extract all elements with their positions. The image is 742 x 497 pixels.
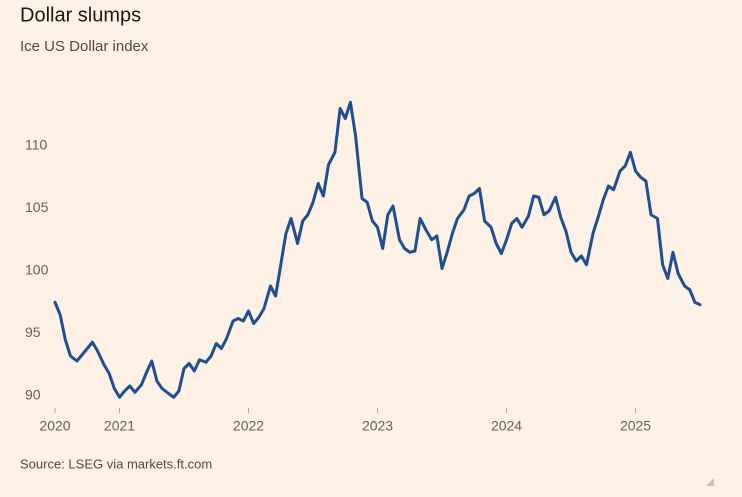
- y-tick-label: 95: [25, 324, 41, 340]
- y-tick-label: 110: [25, 137, 48, 153]
- x-tick-label: 2022: [233, 418, 264, 434]
- data-line: [53, 100, 702, 399]
- x-tick-label: 2024: [491, 418, 522, 434]
- y-tick-label: 90: [25, 387, 41, 403]
- chart-subtitle: Ice US Dollar index: [20, 38, 149, 55]
- x-tick-label: 2020: [39, 418, 70, 434]
- source-note: Source: LSEG via markets.ft.com: [20, 456, 212, 471]
- chart-title: Dollar slumps: [20, 4, 141, 26]
- x-tick-label: 2023: [362, 418, 393, 434]
- resize-handle: [706, 478, 714, 486]
- x-tick-label: 2025: [620, 418, 651, 434]
- x-tick-label: 2021: [104, 418, 135, 434]
- y-tick-label: 100: [25, 262, 49, 278]
- y-tick-label: 105: [25, 199, 49, 215]
